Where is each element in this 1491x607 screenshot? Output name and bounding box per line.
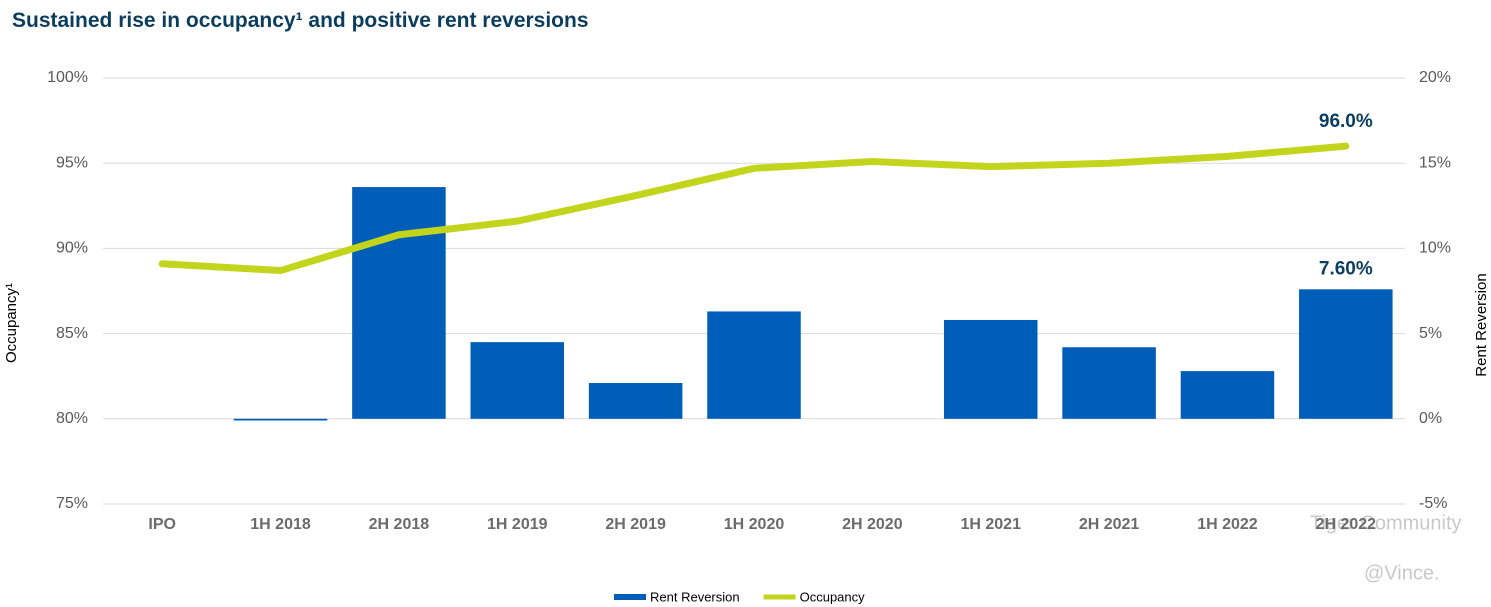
y2-tick-label: -5% xyxy=(1419,495,1447,512)
y-tick-label: 90% xyxy=(56,240,88,257)
x-tick-label: IPO xyxy=(148,516,176,533)
x-tick-label: 1H 2018 xyxy=(250,516,311,533)
bar xyxy=(470,342,565,419)
bar xyxy=(943,319,1038,419)
y-tick-label: 85% xyxy=(56,325,88,342)
legend-label: Rent Reversion xyxy=(650,589,740,604)
line xyxy=(158,142,1350,275)
y2-tick-label: 10% xyxy=(1419,240,1451,257)
watermark: @Vince. xyxy=(1364,562,1440,584)
x-tick-label: 1H 2021 xyxy=(960,516,1021,533)
x-tick-label: 2H 2021 xyxy=(1079,516,1140,533)
y-tick-label: 95% xyxy=(56,154,88,171)
bar xyxy=(1062,347,1156,419)
bar xyxy=(1180,371,1275,419)
bar xyxy=(233,418,328,421)
bar xyxy=(352,187,446,419)
x-tick-label: 2H 2022 xyxy=(1316,516,1377,533)
chart-title: Sustained rise in occupancy¹ and positiv… xyxy=(12,9,589,32)
y-tick-label: 75% xyxy=(56,495,88,512)
bar xyxy=(707,311,801,419)
x-tick-label: 2H 2019 xyxy=(605,516,666,533)
y2-tick-label: 15% xyxy=(1419,154,1451,171)
watermark: Tiger Community xyxy=(1310,512,1462,534)
y2-tick-label: 0% xyxy=(1419,410,1442,427)
y2-tick-label: 5% xyxy=(1419,325,1442,342)
y2-axis-title: Rent Reversion xyxy=(1473,273,1490,376)
legend-label: Occupancy xyxy=(800,589,866,604)
x-tick-label: 1H 2022 xyxy=(1197,516,1258,533)
y-axis-title: Occupancy¹ xyxy=(3,283,20,363)
bar xyxy=(588,383,683,419)
x-tick-label: 2H 2018 xyxy=(369,516,430,533)
y2-tick-label: 20% xyxy=(1419,69,1451,86)
bar xyxy=(1299,289,1393,419)
y-tick-label: 100% xyxy=(47,69,88,86)
x-tick-label: 2H 2020 xyxy=(842,516,903,533)
x-tick-label: 1H 2019 xyxy=(487,516,548,533)
value-label: 7.60% xyxy=(1319,258,1373,279)
y-tick-label: 80% xyxy=(56,410,88,427)
value-label: 96.0% xyxy=(1319,111,1373,132)
x-tick-label: 1H 2020 xyxy=(724,516,785,533)
